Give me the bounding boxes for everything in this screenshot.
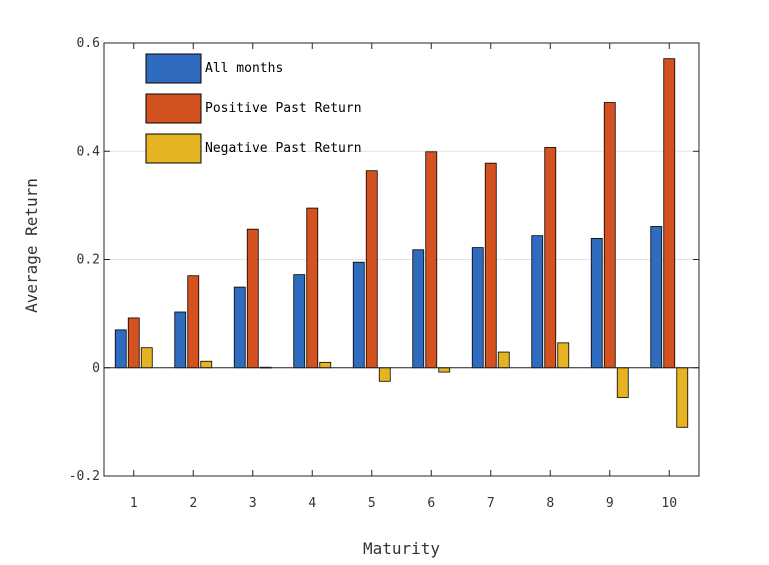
bar: [174, 311, 187, 369]
legend-label: All months: [205, 61, 283, 76]
legend: All months Positive Past Return Negative P…: [145, 53, 362, 164]
y-tick-label: -0.2: [69, 469, 100, 484]
y-tick-label: 0.6: [77, 36, 100, 51]
bar: [438, 367, 451, 373]
y-tick-label: 0: [92, 361, 100, 376]
bar: [127, 317, 140, 369]
x-tick-label: 7: [487, 496, 495, 511]
x-tick-label: 10: [661, 496, 677, 511]
x-tick-label: 6: [427, 496, 435, 511]
legend-label: Positive Past Return: [205, 101, 362, 116]
bar: [114, 329, 127, 369]
bar: [531, 235, 544, 369]
bar: [200, 360, 213, 369]
y-axis-label: Average Return: [22, 178, 41, 313]
legend-swatch: [145, 93, 202, 124]
bar: [293, 274, 306, 369]
bar: [603, 102, 616, 369]
bar: [246, 228, 259, 369]
bars: [114, 58, 689, 428]
bar: [663, 58, 676, 369]
x-tick-label: 3: [249, 496, 257, 511]
bar: [616, 367, 629, 398]
bar: [676, 367, 689, 428]
bar: [557, 342, 570, 369]
bar: [319, 361, 332, 369]
tick-labels: -0.2 0 0.2 0.4 0.6 1 2 3 4 5 6 7 8 9 10: [69, 36, 677, 511]
x-tick-label: 9: [606, 496, 614, 511]
bar: [378, 367, 391, 382]
x-tick-label: 2: [189, 496, 197, 511]
x-tick-label: 1: [130, 496, 138, 511]
bar: [544, 147, 557, 369]
axes: [103, 42, 700, 477]
bar: [187, 275, 200, 369]
bar: [365, 170, 378, 369]
bar: [140, 347, 153, 369]
x-tick-label: 8: [546, 496, 554, 511]
bar: [471, 247, 484, 369]
legend-label: Negative Past Return: [205, 141, 362, 156]
bar: [352, 261, 365, 369]
legend-swatch: [145, 133, 202, 164]
x-axis-label: Maturity: [363, 539, 440, 558]
legend-swatch: [145, 53, 202, 84]
bar: [650, 226, 663, 369]
bar: [425, 151, 438, 369]
bar: [590, 237, 603, 369]
y-tick-label: 0.2: [77, 253, 100, 268]
y-tick-label: 0.4: [77, 144, 101, 159]
bar: [497, 351, 510, 369]
bar: [306, 207, 319, 369]
x-tick-label: 4: [308, 496, 316, 511]
bar: [233, 286, 246, 369]
bar: [484, 162, 497, 369]
bar: [412, 249, 425, 369]
x-tick-label: 5: [368, 496, 376, 511]
